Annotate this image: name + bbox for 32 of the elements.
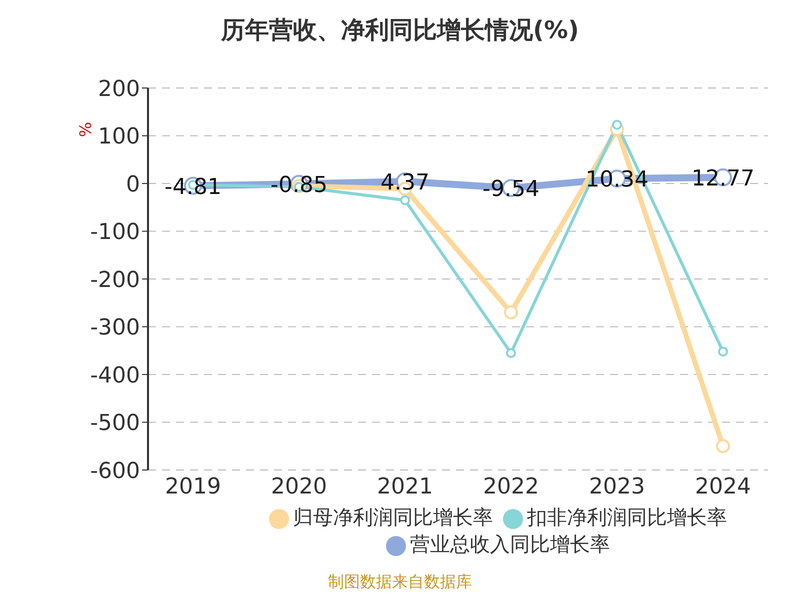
point (718, 346, 728, 357)
data-label: -4.81 (164, 174, 222, 200)
x-tick-label: 2024 (695, 474, 751, 500)
x-tick-label: 2021 (377, 474, 433, 500)
data-label: 12.77 (692, 166, 754, 192)
x-tick-label: 2023 (589, 474, 645, 500)
point (612, 120, 622, 130)
x-tick-label: 2019 (165, 474, 221, 500)
text: 制图数据来自数据库 (327, 572, 473, 593)
x-tick-label: 2020 (271, 474, 327, 500)
legend-label: 扣非净利润同比增长率 (527, 505, 727, 529)
legend-label: 营业总收入同比增长率 (410, 532, 610, 556)
y-tick-label: -100 (90, 220, 140, 246)
y-tick-label: 200 (98, 76, 140, 102)
data-label: 4.37 (380, 170, 430, 196)
point (506, 348, 516, 358)
point (400, 195, 410, 206)
data-label: 10.34 (586, 168, 648, 193)
point (504, 305, 518, 320)
y-tick-label: -300 (90, 316, 140, 341)
y-tick-label: -200 (90, 268, 140, 293)
x-tick-label: 2022 (483, 474, 539, 500)
y-tick-label: -400 (90, 363, 140, 388)
point (716, 439, 730, 454)
y-axis-title: % (76, 122, 96, 138)
y-tick-label: -500 (90, 411, 140, 436)
data-label: -9.54 (482, 177, 540, 202)
chart-title: 历年营收、净利同比增长情况(%) (220, 15, 580, 46)
legend-label: 归母净利润同比增长率 (293, 505, 493, 529)
y-tick-label: 100 (98, 124, 140, 150)
y-tick-label: -600 (90, 458, 140, 484)
y-tick-label: 0 (126, 172, 140, 198)
